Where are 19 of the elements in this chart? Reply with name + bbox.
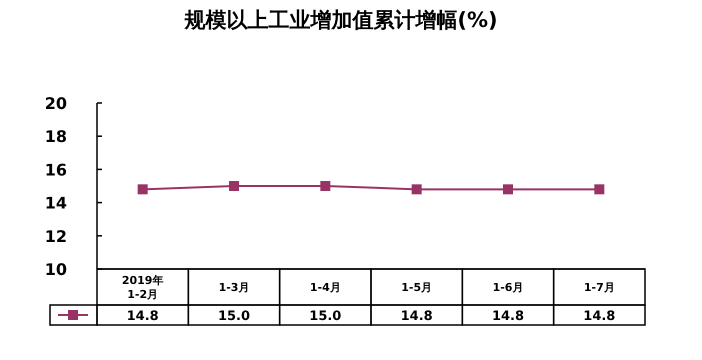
data-label: 15.0	[309, 309, 342, 324]
x-tick-label: 1-6月	[492, 281, 524, 294]
y-tick-label: 16	[44, 160, 67, 180]
data-label: 14.8	[126, 309, 159, 324]
data-label: 14.8	[492, 309, 524, 324]
x-tick-label: 1-4月	[310, 281, 341, 294]
y-tick-label: 20	[44, 94, 67, 113]
y-tick-label: 10	[44, 260, 67, 279]
y-tick-label: 12	[44, 226, 67, 246]
data-label: 14.8	[400, 309, 433, 324]
y-tick-label: 14	[44, 194, 67, 213]
x-tick-label: 2019年 1-2月	[122, 274, 164, 301]
y-tick-label: 18	[44, 127, 67, 146]
x-tick-label: 1-7月	[584, 281, 615, 294]
x-tick-label: 1-5月	[401, 281, 432, 294]
data-label: 14.8	[583, 309, 616, 324]
data-label: 15.0	[218, 309, 250, 324]
x-tick-label: 1-3月	[218, 281, 250, 294]
chart-title: 规模以上工业增加值累计增幅(%)	[183, 8, 498, 32]
